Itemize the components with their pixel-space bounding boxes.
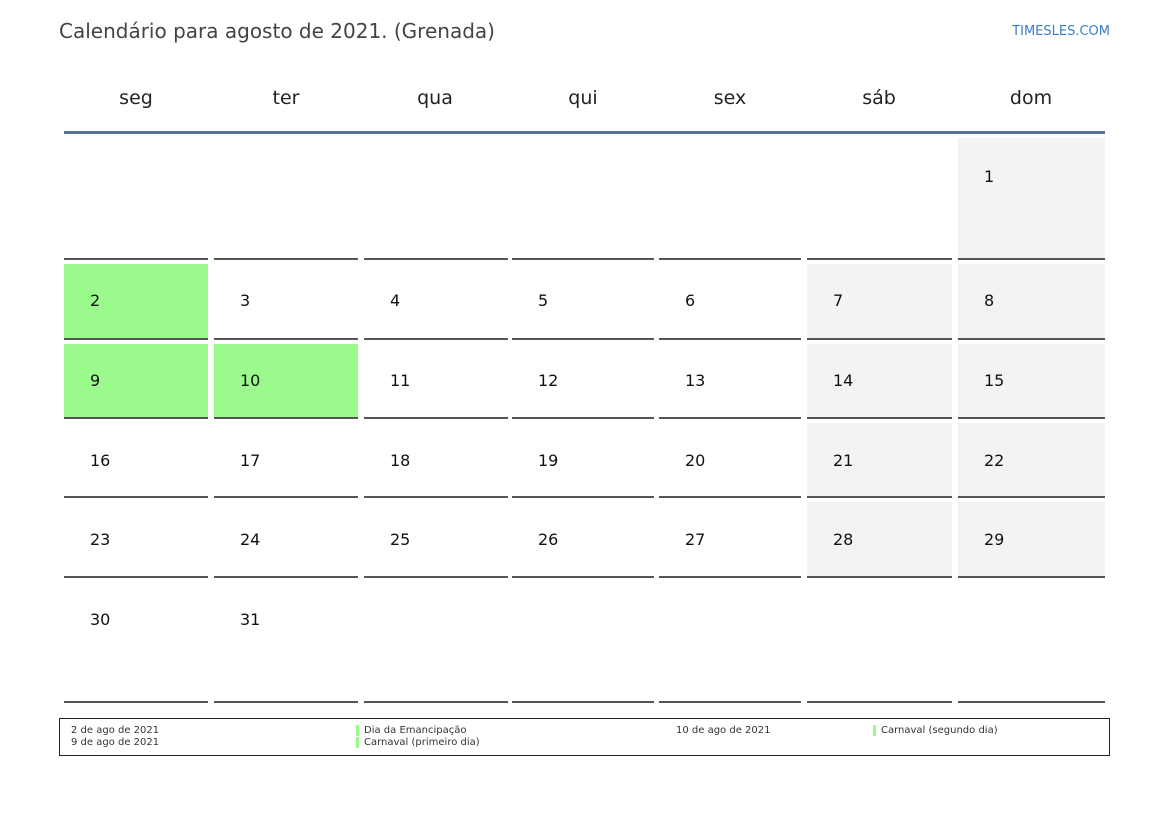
empty-day-cell xyxy=(214,138,358,260)
calendar-day-cell[interactable]: 20 xyxy=(659,423,801,498)
calendar-day-cell[interactable]: 14 xyxy=(807,344,952,419)
weekday-label: qua xyxy=(417,87,453,109)
calendar-day-cell[interactable]: 13 xyxy=(659,344,801,419)
empty-day-cell xyxy=(364,138,508,260)
legend-color-marker xyxy=(873,725,876,736)
calendar-day-cell[interactable]: 31 xyxy=(214,582,358,703)
day-number: 2 xyxy=(90,291,101,310)
calendar-day-cell[interactable]: 2 xyxy=(64,264,208,340)
page-title: Calendário para agosto de 2021. (Grenada… xyxy=(59,19,495,43)
legend-date: 9 de ago de 2021 xyxy=(71,737,160,748)
calendar-day-cell[interactable]: 7 xyxy=(807,264,952,340)
day-number: 12 xyxy=(538,371,559,390)
calendar-day-cell[interactable]: 8 xyxy=(958,264,1105,340)
day-number: 19 xyxy=(538,451,559,470)
calendar-day-cell[interactable]: 3 xyxy=(214,264,358,340)
day-number: 3 xyxy=(240,291,251,310)
legend-color-marker xyxy=(356,737,359,748)
empty-day-cell xyxy=(364,582,508,703)
day-number: 6 xyxy=(685,291,696,310)
calendar-day-cell[interactable]: 15 xyxy=(958,344,1105,419)
day-number: 18 xyxy=(390,451,411,470)
day-number: 17 xyxy=(240,451,261,470)
empty-day-cell xyxy=(659,138,801,260)
empty-day-cell xyxy=(512,138,654,260)
day-number: 31 xyxy=(240,610,261,629)
day-number: 21 xyxy=(833,451,854,470)
calendar-day-cell[interactable]: 22 xyxy=(958,423,1105,498)
weekday-label: sex xyxy=(713,87,747,109)
empty-day-cell xyxy=(958,582,1105,703)
calendar-day-cell[interactable]: 1 xyxy=(958,138,1105,260)
calendar-day-cell[interactable]: 4 xyxy=(364,264,508,340)
brand-link[interactable]: TIMESLES.COM xyxy=(1012,24,1110,39)
calendar-day-cell[interactable]: 29 xyxy=(958,502,1105,578)
empty-day-cell xyxy=(807,582,952,703)
day-number: 28 xyxy=(833,530,854,549)
calendar-day-cell[interactable]: 27 xyxy=(659,502,801,578)
holiday-legend: 2 de ago de 2021 9 de ago de 2021 Dia da… xyxy=(59,718,1110,756)
calendar-day-cell[interactable]: 21 xyxy=(807,423,952,498)
weekday-label: ter xyxy=(272,87,300,109)
day-number: 23 xyxy=(90,530,111,549)
legend-holiday-name: Carnaval (primeiro dia) xyxy=(364,737,480,748)
day-number: 4 xyxy=(390,291,401,310)
calendar-day-cell[interactable]: 18 xyxy=(364,423,508,498)
empty-day-cell xyxy=(807,138,952,260)
calendar-day-cell[interactable]: 23 xyxy=(64,502,208,578)
day-number: 1 xyxy=(984,167,995,186)
calendar-day-cell[interactable]: 17 xyxy=(214,423,358,498)
header-divider xyxy=(64,131,1105,134)
day-number: 14 xyxy=(833,371,854,390)
weekday-label: sáb xyxy=(862,87,896,109)
calendar-day-cell[interactable]: 10 xyxy=(214,344,358,419)
empty-day-cell xyxy=(512,582,654,703)
day-number: 10 xyxy=(240,371,261,390)
legend-holiday-name: Dia da Emancipação xyxy=(364,725,467,736)
day-number: 15 xyxy=(984,371,1005,390)
calendar-day-cell[interactable]: 25 xyxy=(364,502,508,578)
day-number: 13 xyxy=(685,371,706,390)
empty-day-cell xyxy=(64,138,208,260)
day-number: 9 xyxy=(90,371,101,390)
day-number: 22 xyxy=(984,451,1005,470)
weekday-label: seg xyxy=(119,87,153,109)
calendar-day-cell[interactable]: 5 xyxy=(512,264,654,340)
calendar-day-cell[interactable]: 6 xyxy=(659,264,801,340)
empty-day-cell xyxy=(659,582,801,703)
calendar-day-cell[interactable]: 16 xyxy=(64,423,208,498)
day-number: 25 xyxy=(390,530,411,549)
weekday-label: qui xyxy=(568,87,598,109)
calendar-day-cell[interactable]: 11 xyxy=(364,344,508,419)
calendar-day-cell[interactable]: 19 xyxy=(512,423,654,498)
day-number: 7 xyxy=(833,291,844,310)
legend-date: 2 de ago de 2021 xyxy=(71,725,160,736)
day-number: 27 xyxy=(685,530,706,549)
calendar-day-cell[interactable]: 26 xyxy=(512,502,654,578)
weekday-label: dom xyxy=(1009,87,1053,109)
day-number: 30 xyxy=(90,610,111,629)
day-number: 8 xyxy=(984,291,995,310)
calendar-day-cell[interactable]: 30 xyxy=(64,582,208,703)
calendar-day-cell[interactable]: 28 xyxy=(807,502,952,578)
calendar-day-cell[interactable]: 24 xyxy=(214,502,358,578)
legend-holiday-name: Carnaval (segundo dia) xyxy=(881,725,998,736)
day-number: 5 xyxy=(538,291,549,310)
legend-color-marker xyxy=(356,725,359,736)
day-number: 11 xyxy=(390,371,411,390)
day-number: 29 xyxy=(984,530,1005,549)
calendar-day-cell[interactable]: 12 xyxy=(512,344,654,419)
legend-date: 10 de ago de 2021 xyxy=(676,725,771,736)
day-number: 20 xyxy=(685,451,706,470)
calendar-day-cell[interactable]: 9 xyxy=(64,344,208,419)
day-number: 26 xyxy=(538,530,559,549)
day-number: 16 xyxy=(90,451,111,470)
day-number: 24 xyxy=(240,530,261,549)
